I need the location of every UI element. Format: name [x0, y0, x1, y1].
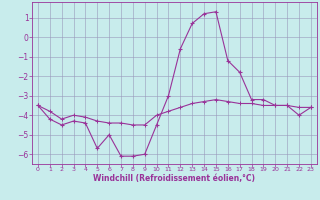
X-axis label: Windchill (Refroidissement éolien,°C): Windchill (Refroidissement éolien,°C) — [93, 174, 255, 183]
